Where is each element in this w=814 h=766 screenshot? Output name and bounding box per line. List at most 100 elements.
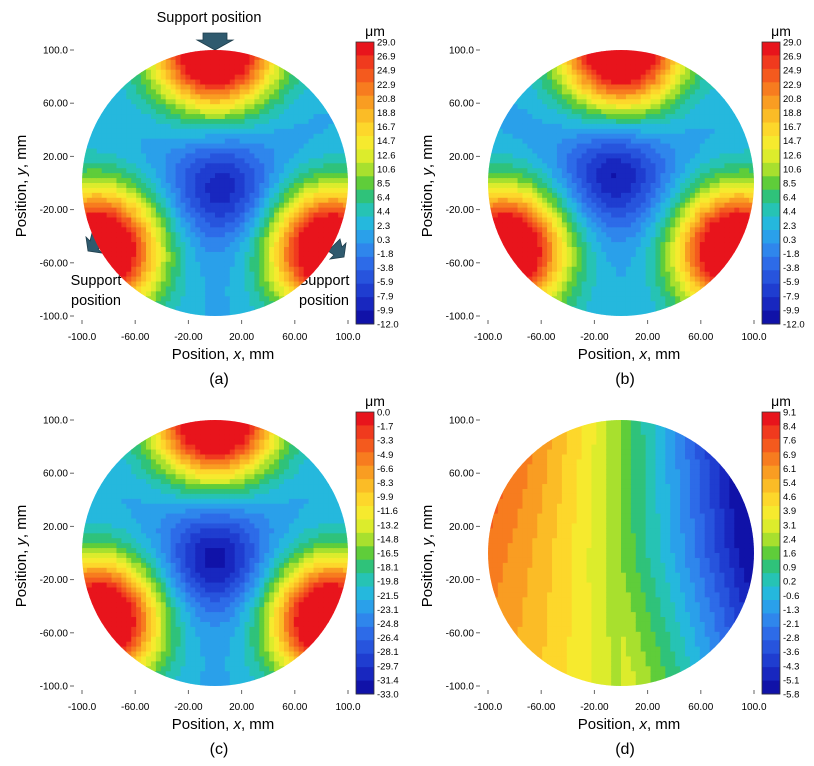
contour-cell	[566, 54, 573, 61]
contour-cell	[283, 153, 290, 159]
contour-cell	[670, 99, 676, 105]
colorbar-swatch	[762, 243, 780, 258]
contour-cell	[170, 311, 177, 316]
contour-cell	[146, 271, 152, 278]
contour-cell	[635, 84, 642, 91]
contour-cell	[680, 266, 686, 273]
contour-cell	[689, 183, 696, 189]
contour-cell	[488, 222, 494, 228]
contour-cell	[254, 207, 260, 214]
colorbar-swatch	[356, 122, 374, 137]
contour-cell	[283, 69, 290, 76]
contour-cell	[640, 247, 647, 253]
contour-cell	[655, 163, 662, 169]
contour-cell	[556, 276, 563, 283]
contour-cell	[670, 89, 676, 95]
contour-cell	[601, 306, 607, 312]
contour-cell	[131, 261, 137, 268]
contour-cell	[234, 197, 241, 204]
contour-cell	[160, 158, 167, 164]
contour-cell	[160, 173, 167, 179]
contour-cell	[675, 306, 681, 312]
contour-cell	[611, 99, 617, 105]
contour-cell	[190, 173, 196, 179]
colorbar-tick-label: 12.6	[377, 150, 396, 161]
contour-cell	[141, 281, 147, 288]
contour-cell	[689, 217, 696, 224]
contour-cell	[180, 138, 187, 145]
contour-cell	[313, 133, 320, 140]
colorbar-swatch	[356, 283, 374, 298]
contour-cell	[200, 74, 206, 81]
contour-cell	[655, 242, 662, 248]
contour-cell	[517, 109, 524, 115]
contour-cell	[101, 173, 108, 179]
contour-cell	[229, 168, 236, 174]
contour-cell	[670, 64, 676, 71]
contour-cell	[586, 183, 593, 189]
contour-cell	[249, 94, 256, 100]
contour-cell	[699, 118, 706, 125]
contour-cell	[621, 118, 627, 125]
contour-cell	[283, 212, 290, 219]
contour-cell	[180, 212, 187, 219]
colorbar-tick-label: 20.8	[783, 94, 802, 105]
contour-cell	[116, 183, 123, 189]
contour-cell	[205, 251, 211, 258]
contour-cell	[224, 84, 231, 91]
contour-cell	[655, 99, 662, 105]
contour-cell	[616, 242, 622, 248]
contour-cell	[224, 69, 231, 76]
contour-cell	[126, 222, 132, 228]
contour-cell	[205, 99, 211, 105]
contour-cell	[556, 79, 563, 86]
contour-cell	[709, 138, 716, 145]
contour-cell	[556, 94, 563, 100]
contour-cell	[210, 296, 216, 302]
contour-cell	[264, 128, 270, 135]
contour-cell	[616, 192, 622, 199]
contour-cell	[200, 163, 206, 169]
contour-cell	[571, 242, 578, 248]
contour-cell	[532, 143, 538, 150]
contour-cell	[121, 202, 127, 209]
contour-cell	[685, 276, 691, 283]
contour-cell	[328, 128, 334, 135]
contour-cell	[215, 261, 221, 268]
contour-cell	[665, 187, 671, 194]
contour-cell	[219, 114, 226, 120]
contour-cell	[630, 291, 637, 297]
contour-cell	[121, 153, 127, 159]
contour-cell	[625, 74, 632, 81]
contour-cell	[547, 261, 553, 268]
contour-cell	[630, 133, 637, 140]
contour-cell	[283, 133, 290, 140]
contour-cell	[224, 74, 231, 81]
contour-cell	[601, 281, 607, 288]
contour-cell	[244, 232, 251, 238]
colorbar-frame	[355, 41, 375, 325]
contour-cell	[714, 133, 721, 140]
contour-cell	[170, 104, 177, 110]
contour-cell	[517, 123, 524, 130]
contour-cell	[630, 143, 637, 150]
contour-cell	[591, 168, 597, 174]
contour-cell	[621, 222, 627, 228]
contour-cell	[561, 128, 568, 135]
contour-cell	[283, 222, 290, 228]
contour-cell	[586, 114, 593, 120]
contour-cell	[616, 217, 622, 224]
contour-cell	[645, 251, 652, 258]
contour-cell	[146, 251, 152, 258]
contour-cell	[195, 173, 201, 179]
contour-cell	[561, 114, 568, 120]
contour-cell	[630, 202, 637, 209]
contour-cell	[650, 109, 657, 115]
contour-cell	[616, 237, 622, 243]
contour-cell	[547, 178, 553, 184]
contour-cell	[650, 153, 657, 159]
contour-cell	[200, 114, 206, 120]
contour-cell	[155, 79, 162, 86]
contour-cell	[121, 89, 127, 95]
contour-cell	[670, 271, 676, 278]
